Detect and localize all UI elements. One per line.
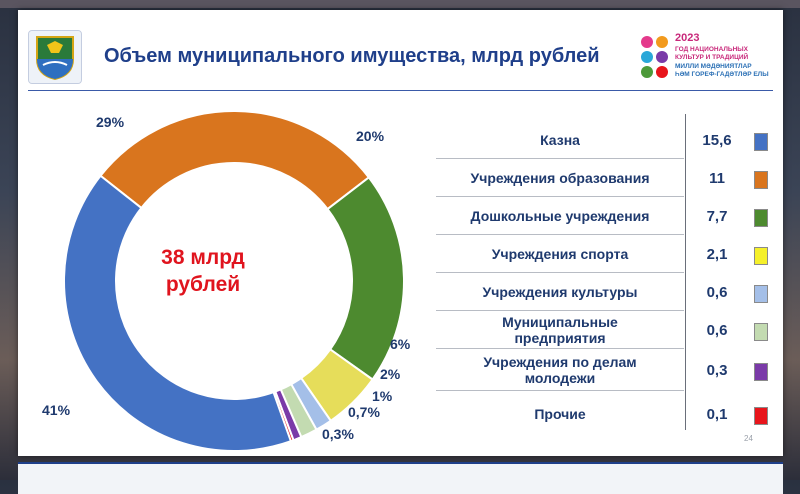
legend-row: Учреждения культуры 0,6 xyxy=(436,274,776,310)
legend-row: Казна 15,6 xyxy=(436,122,776,158)
data-label-percent: 20% xyxy=(356,128,385,144)
next-slide-preview xyxy=(18,462,783,494)
legend-value: 0,6 xyxy=(706,283,728,301)
legend-swatch xyxy=(754,323,768,341)
data-label-percent: 29% xyxy=(96,114,125,130)
legend-swatch xyxy=(754,407,768,425)
legend-value: 2,1 xyxy=(706,245,728,263)
page-number: 24 xyxy=(744,434,753,443)
legend-category-label: Казна xyxy=(540,132,580,148)
donut-slice xyxy=(63,174,293,452)
legend-swatch xyxy=(754,133,768,151)
legend-row: Учреждения спорта 2,1 xyxy=(436,236,776,272)
legend-category-label: Учреждения спорта xyxy=(491,246,629,262)
legend-row: Учреждения образования 11 xyxy=(436,160,776,196)
data-label-percent: 0,7% xyxy=(348,404,380,420)
legend-category-label: Муниципальные предприятия xyxy=(502,314,618,346)
legend-swatch xyxy=(754,171,768,189)
total-value-text: 38 млрд xyxy=(161,246,245,269)
row-divider xyxy=(436,390,684,391)
row-divider xyxy=(436,348,684,349)
legend-value: 0,3 xyxy=(706,361,728,379)
legend-row: Учреждения по делам молодежи 0,3 xyxy=(436,352,776,388)
slide-title: Объем муниципального имущества, млрд руб… xyxy=(104,45,600,67)
legend-category-label: Прочие xyxy=(534,406,586,422)
donut-center-label: 38 млрд рублей xyxy=(128,244,278,298)
total-unit-text: рублей xyxy=(165,273,241,296)
row-divider xyxy=(436,234,684,235)
table-column-divider xyxy=(685,114,686,430)
data-label-percent: 0,3% xyxy=(322,426,354,442)
donut-chart xyxy=(63,110,405,452)
background-strip xyxy=(0,0,800,8)
row-divider xyxy=(436,196,684,197)
legend-category-label: Учреждения образования xyxy=(470,170,650,186)
legend-row: Дошкольные учреждения 7,7 xyxy=(436,198,776,234)
legend-category-label: Учреждения культуры xyxy=(482,284,638,300)
logo-line-1: ГОД НАЦИОНАЛЬНЫХ xyxy=(675,46,748,53)
legend-value: 7,7 xyxy=(706,207,728,225)
logo-line-4: ҺӘМ ГОРЕФ-ГАДӘТЛӘР ЕЛЫ xyxy=(675,71,769,78)
ornament-icon xyxy=(641,36,668,78)
row-divider xyxy=(436,310,684,311)
header-divider xyxy=(28,90,773,91)
legend-category-label: Дошкольные учреждения xyxy=(470,208,650,224)
legend-value: 11 xyxy=(709,169,725,187)
logo-year: 2023 xyxy=(675,32,700,44)
logo-line-3: МИЛЛИ МӘДӘНИЯТЛАР xyxy=(675,63,752,70)
data-label-percent: 6% xyxy=(390,336,411,352)
legend-value: 0,6 xyxy=(706,321,728,339)
slide-header: Объем муниципального имущества, млрд руб… xyxy=(18,10,783,94)
logo-line-2: КУЛЬТУР И ТРАДИЦИЙ xyxy=(675,54,749,61)
legend-swatch xyxy=(754,209,768,227)
row-divider xyxy=(436,272,684,273)
presentation-slide: Объем муниципального имущества, млрд руб… xyxy=(18,10,783,456)
legend-value: 15,6 xyxy=(702,131,732,149)
city-emblem-icon xyxy=(28,30,82,84)
donut-slice xyxy=(99,110,371,211)
legend-row: Муниципальные предприятия 0,6 xyxy=(436,312,776,348)
data-label-percent: 41% xyxy=(42,402,71,418)
data-label-percent: 1% xyxy=(372,388,393,404)
year-of-cultures-logo: 2023 ГОД НАЦИОНАЛЬНЫХ КУЛЬТУР И ТРАДИЦИЙ… xyxy=(638,32,778,86)
data-label-percent: 2% xyxy=(380,366,401,382)
legend-row: Прочие 0,1 xyxy=(436,396,776,432)
row-divider xyxy=(436,158,684,159)
legend-swatch xyxy=(754,285,768,303)
legend-category-label: Учреждения по делам молодежи xyxy=(483,354,637,386)
legend-value: 0,1 xyxy=(706,405,728,423)
legend-swatch xyxy=(754,247,768,265)
legend-swatch xyxy=(754,363,768,381)
